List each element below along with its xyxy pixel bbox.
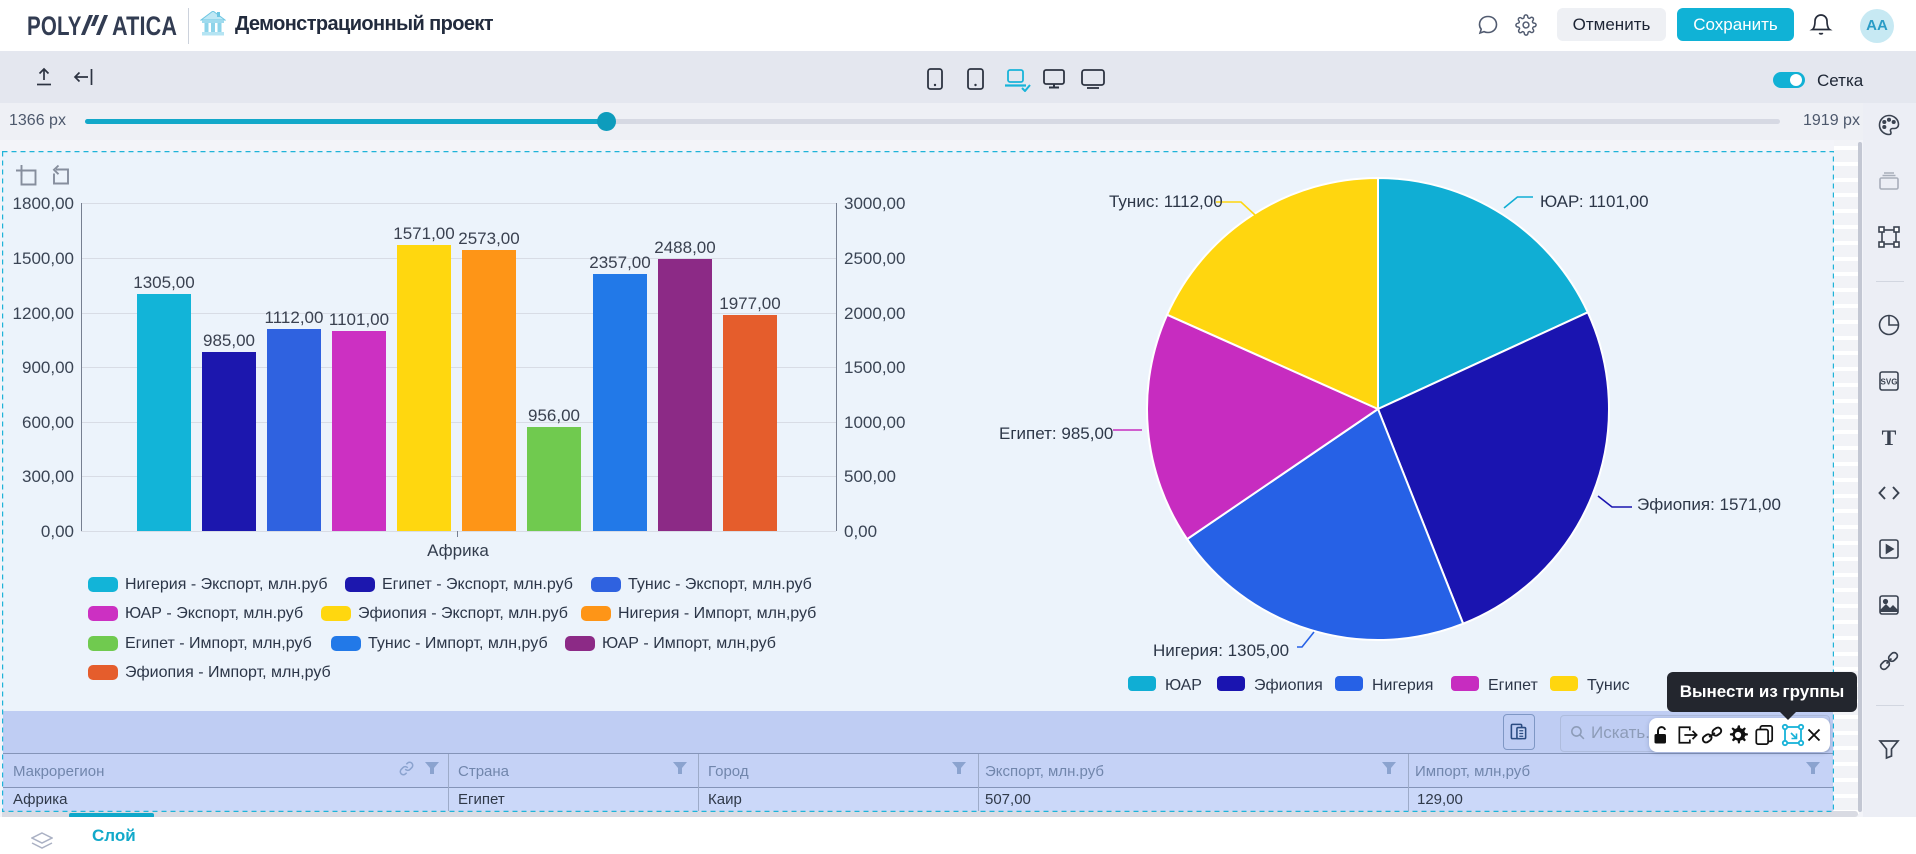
svg-text:SVG: SVG [1881, 378, 1898, 387]
